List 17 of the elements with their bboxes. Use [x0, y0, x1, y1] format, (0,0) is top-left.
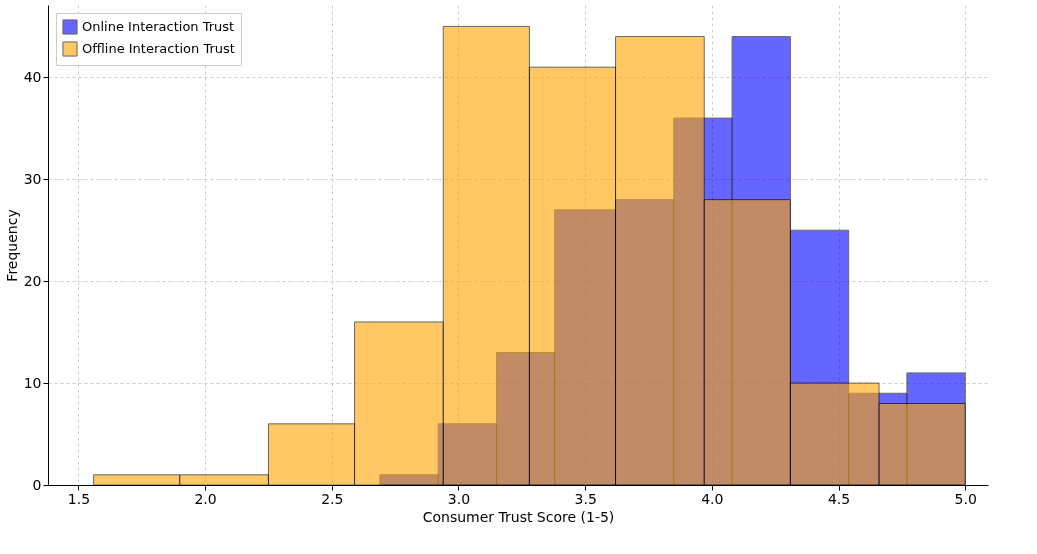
x-tick-label: 5.0	[954, 490, 977, 507]
x-tick-label: 1.5	[67, 490, 91, 507]
x-tick-label: 2.0	[194, 490, 217, 507]
x-tick-label: 4.5	[827, 490, 851, 507]
x-tick-label: 2.5	[321, 490, 344, 507]
y-tick-label: 20	[23, 272, 42, 289]
y-axis-title: Frequency	[3, 209, 20, 282]
y-tick-label: 0	[32, 476, 42, 493]
x-tick-label: 3.0	[447, 490, 471, 507]
x-tick-label: 4.0	[701, 490, 724, 507]
legend-label: Online Interaction Trust	[82, 19, 235, 34]
y-tick-label: 10	[23, 374, 42, 391]
y-tick-label: 30	[23, 170, 42, 187]
x-tick-label: 3.5	[574, 490, 597, 507]
x-axis-title: Consumer Trust Score (1-5)	[422, 508, 615, 525]
y-tick-label: 40	[23, 68, 42, 85]
legend-label: Offline Interaction Trust	[82, 41, 235, 56]
